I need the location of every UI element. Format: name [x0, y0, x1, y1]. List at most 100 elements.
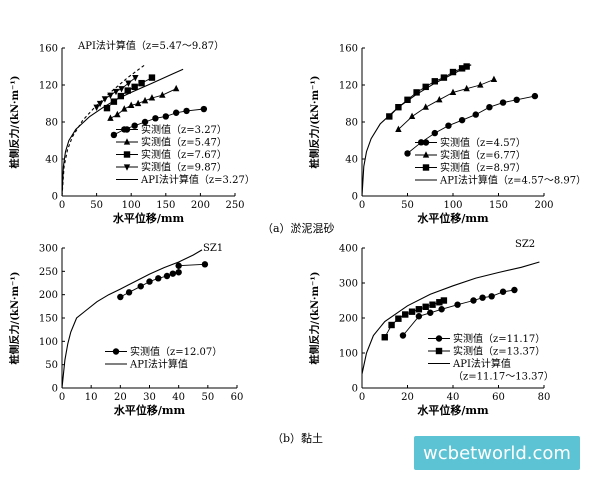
y-tick-label: 200 [339, 314, 358, 325]
data-point-circle [427, 309, 434, 316]
data-point-square [429, 301, 436, 308]
data-point-triangle [436, 96, 443, 103]
y-tick-label: 50 [45, 360, 58, 371]
legend-marker-triangle-down [123, 164, 131, 171]
chart-a-left: 0 50 100 150 200 250 0 40 80 120 160 水平位移/mm 桩侧反力/(k… [8, 39, 255, 225]
x-tick-label: 80 [538, 392, 551, 403]
data-point-circle [110, 131, 118, 139]
legend-label: API法计算值（z=4.57～8.97） [439, 174, 586, 187]
x-axis-label: 水平位移/mm [417, 403, 489, 417]
y-tick-label: 80 [345, 118, 358, 129]
caption-a: （a）淤泥混砂 [262, 222, 335, 235]
data-point-triangle [449, 88, 457, 95]
data-point-circle [146, 278, 153, 285]
data-point-circle [137, 283, 144, 290]
measured-line [407, 95, 535, 154]
legend-label: API法计算值（z=3.27） [140, 173, 255, 186]
y-axis-label: 桩侧反力/(kN·m⁻¹) [8, 272, 21, 365]
y-tick-label: 0 [52, 384, 58, 395]
x-tick-label: 150 [156, 200, 175, 211]
data-point-square [431, 78, 438, 85]
x-tick-label: 0 [59, 392, 65, 403]
data-point-triangle [422, 103, 429, 110]
y-tick-label: 160 [339, 44, 358, 55]
measured-line [398, 79, 495, 130]
data-point-square [422, 303, 429, 310]
x-tick-label: 60 [492, 392, 505, 403]
data-point-triangle [148, 94, 156, 101]
data-point-triangle-down [93, 104, 100, 111]
data-point-square [381, 334, 388, 341]
measured-line [120, 263, 205, 298]
api-solid-line [361, 261, 540, 375]
y-tick-label: 200 [39, 290, 58, 301]
data-point-circle [488, 293, 495, 300]
data-point-triangle [121, 105, 128, 112]
data-point-triangle-down [118, 86, 125, 93]
data-point-circle [162, 113, 169, 120]
data-point-square [422, 83, 429, 91]
data-point-circle [513, 96, 520, 104]
data-point-square [402, 311, 409, 318]
data-point-circle [470, 297, 477, 304]
y-tick-label: 120 [39, 81, 58, 92]
data-point-circle [125, 289, 133, 296]
data-point-triangle [128, 101, 135, 108]
measured-line [384, 300, 445, 338]
data-point-circle [117, 293, 124, 301]
x-tick-label: 0 [59, 200, 65, 211]
api-solid-line [61, 249, 203, 389]
legend-marker-circle [112, 348, 120, 355]
chart-b-right: 0 20 40 60 80 0 100 200 300 400 水平位移/mm 桩侧反力/(kN·m⁻… [308, 239, 554, 417]
data-point-circle [175, 269, 182, 276]
legend-marker-circle [435, 335, 443, 342]
data-point-triangle [490, 75, 498, 83]
data-point-circle [479, 294, 486, 301]
data-point-circle [201, 261, 209, 268]
x-tick-label: 50 [90, 200, 103, 211]
data-point-triangle-down [112, 88, 120, 96]
data-point-circle [458, 116, 466, 124]
data-point-triangle [463, 84, 470, 92]
x-tick-label: 200 [191, 200, 210, 211]
legend-marker-circle [422, 139, 430, 146]
legend-label: 实测值（z=4.57） [440, 136, 526, 149]
api-dashed-line [61, 64, 146, 197]
data-point-triangle [114, 110, 121, 118]
y-tick-label: 0 [352, 384, 358, 395]
x-tick-label: 250 [225, 200, 244, 211]
data-point-circle [499, 99, 507, 106]
data-point-square [103, 104, 111, 112]
y-tick-label: 0 [352, 192, 358, 203]
data-point-circle [131, 122, 138, 129]
data-point-circle [183, 107, 190, 115]
legend-label: 实测值（z=12.07） [130, 345, 222, 358]
data-point-square [415, 306, 423, 313]
legend-label: 实测值（z=11.17） [453, 332, 545, 345]
data-point-square [449, 68, 457, 76]
data-point-triangle-down [101, 96, 109, 103]
y-tick-label: 300 [39, 244, 58, 255]
data-point-square [440, 74, 448, 81]
y-tick-label: 400 [339, 244, 358, 255]
legend-label: 实测值（z=6.77） [440, 149, 526, 162]
legend-label: （z=11.17～13.37） [453, 371, 554, 383]
data-point-triangle [134, 99, 142, 107]
data-point-circle [499, 288, 507, 295]
legend-label: 实测值（z=5.47） [141, 136, 227, 149]
data-point-circle [141, 118, 149, 126]
annotation-text: API法计算值（z=5.47～9.87） [77, 39, 224, 52]
panel-tag: SZ2 [515, 239, 535, 250]
x-axis-label: 水平位移/mm [114, 403, 186, 417]
legend-marker-circle [123, 126, 131, 133]
x-tick-label: 20 [401, 392, 414, 403]
data-point-triangle-down [132, 75, 139, 82]
data-point-triangle-down [96, 100, 104, 108]
caption-b: （b）黏土 [272, 432, 324, 445]
x-tick-label: 150 [489, 200, 508, 211]
x-tick-label: 20 [114, 392, 127, 403]
data-point-circle [531, 92, 539, 100]
legend-label: 实测值（z=3.27） [141, 123, 227, 136]
data-point-triangle [477, 81, 484, 88]
legend-marker-square [435, 347, 443, 355]
